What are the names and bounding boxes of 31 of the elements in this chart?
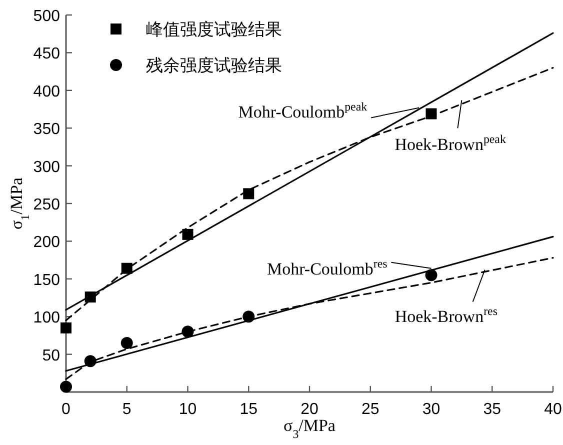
x-tick-label: 35 — [483, 401, 502, 418]
x-tick-label: 5 — [122, 401, 132, 418]
legend-label: 峰值强度试验结果 — [146, 20, 282, 39]
point — [60, 380, 72, 393]
y-tick-label: 50 — [42, 347, 60, 364]
x-tick-label: 20 — [300, 401, 318, 418]
annotation: Mohr-Coulomb$^{res}$ — [266, 256, 388, 278]
annotation: Mohr-Coulomb$^{peak}$ — [238, 100, 368, 122]
y-tick-label: 250 — [33, 196, 60, 214]
y-tick-label: 350 — [33, 121, 60, 138]
x-tick-label: 30 — [422, 401, 440, 418]
point — [60, 322, 72, 334]
x-tick-label: 0 — [62, 401, 71, 418]
x-tick-label: 10 — [178, 401, 197, 418]
y-tick-label: 100 — [33, 310, 60, 327]
y-tick-label: 200 — [33, 234, 60, 252]
point — [120, 336, 133, 349]
x-tick-label: 25 — [361, 401, 380, 418]
x-tick-label: 15 — [240, 401, 258, 418]
y-tick-label: 450 — [33, 46, 60, 63]
annotation: Hoek-Brown$^{peak}$ — [394, 132, 506, 154]
point — [243, 188, 254, 200]
point — [425, 269, 438, 282]
x-tick-label: 40 — [544, 401, 562, 418]
y-tick-label: 300 — [33, 158, 60, 176]
legend-label: 残余强度试验结果 — [146, 56, 282, 75]
y-tick-label: 400 — [33, 83, 60, 100]
y-tick-label: 150 — [33, 272, 60, 289]
x-axis-title: σ$_{3}$/MPa — [284, 416, 336, 441]
annotation: Hoek-Brown$^{res}$ — [394, 304, 498, 326]
y-tick-label: 500 — [33, 8, 60, 25]
